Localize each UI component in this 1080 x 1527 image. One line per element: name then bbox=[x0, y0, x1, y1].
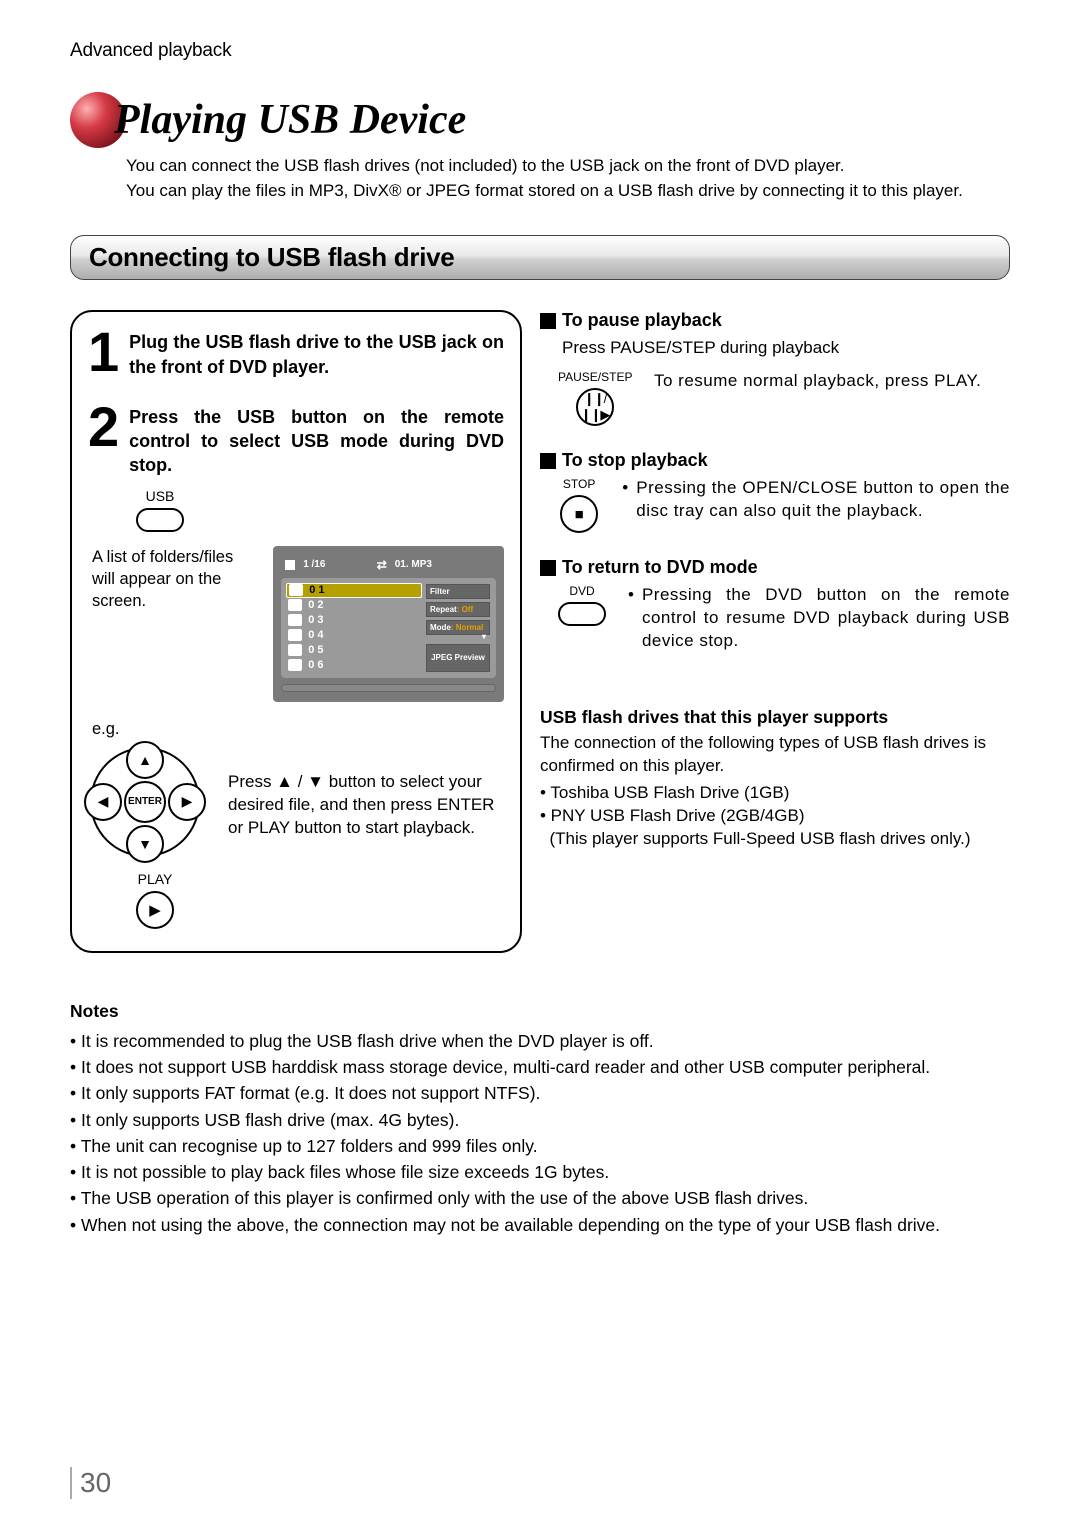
support-body: The connection of the following types of… bbox=[540, 732, 1010, 778]
file-row-3: 0 3 bbox=[286, 613, 422, 628]
square-bullet-icon bbox=[540, 560, 556, 576]
dvd-button-icon bbox=[558, 602, 606, 626]
file-row-6: 0 6 bbox=[286, 658, 422, 673]
repeat-tile: Repeat: Off bbox=[426, 602, 490, 617]
file-label-5: 0 5 bbox=[308, 644, 323, 656]
note-1: It is recommended to plug the USB flash … bbox=[70, 1028, 1010, 1054]
support-item-1: • Toshiba USB Flash Drive (1GB) bbox=[540, 782, 1010, 805]
pause-body: Press PAUSE/STEP during playback bbox=[562, 337, 1010, 360]
screen-nowplaying: 01. MP3 bbox=[395, 559, 432, 570]
stop-label: STOP bbox=[558, 477, 600, 491]
note-5: The unit can recognise up to 127 folders… bbox=[70, 1133, 1010, 1159]
dvd-description: Pressing the DVD button on the remote co… bbox=[642, 584, 1010, 653]
screen-illustration: 1 /16 ⇄ 01. MP3 0 1 0 2 0 3 0 4 0 5 0 6 … bbox=[273, 546, 504, 702]
jpeg-preview-tile: JPEG Preview bbox=[426, 644, 490, 672]
pause-step-icon: ❙❙/❙❙▶ bbox=[576, 388, 614, 426]
intro-line-1: You can connect the USB flash drives (no… bbox=[126, 154, 1010, 179]
file-label-1: 0 1 bbox=[309, 584, 324, 596]
left-arrow-icon: ◀ bbox=[84, 783, 122, 821]
note-icon bbox=[288, 629, 302, 641]
square-bullet-icon bbox=[540, 453, 556, 469]
up-arrow-icon: ▲ bbox=[126, 741, 164, 779]
screen-counter: 1 /16 bbox=[303, 559, 325, 570]
stop-button-icon: ■ bbox=[560, 495, 598, 533]
note-icon bbox=[289, 584, 303, 596]
dvd-button-row: DVD •Pressing the DVD button on the remo… bbox=[558, 584, 1010, 653]
file-label-6: 0 6 bbox=[308, 659, 323, 671]
step-2-text: Press the USB button on the remote contr… bbox=[129, 405, 504, 478]
file-label-4: 0 4 bbox=[308, 629, 323, 641]
enter-button: ENTER bbox=[124, 781, 166, 823]
support-item-2: • PNY USB Flash Drive (2GB/4GB) bbox=[540, 805, 1010, 828]
page-number: 30 bbox=[70, 1467, 111, 1499]
file-row-4: 0 4 bbox=[286, 628, 422, 643]
repeat-icon: ⇄ bbox=[377, 558, 387, 572]
note-icon bbox=[288, 659, 302, 671]
stop-icon bbox=[285, 560, 295, 570]
file-label-3: 0 3 bbox=[308, 614, 323, 626]
stop-description: Pressing the OPEN/CLOSE button to open t… bbox=[636, 477, 1010, 523]
down-arrow-icon: ▼ bbox=[126, 825, 164, 863]
file-row-1: 0 1 bbox=[286, 583, 422, 598]
square-bullet-icon bbox=[540, 313, 556, 329]
breadcrumb: Advanced playback bbox=[70, 40, 1010, 62]
usb-button-label: USB bbox=[128, 488, 192, 504]
playback-info-panel: To pause playback Press PAUSE/STEP durin… bbox=[540, 310, 1010, 952]
dvd-heading-text: To return to DVD mode bbox=[562, 557, 758, 578]
note-icon bbox=[288, 599, 302, 611]
steps-panel: 1 Plug the USB flash drive to the USB ja… bbox=[70, 310, 522, 952]
usb-button-icon bbox=[136, 508, 184, 532]
pause-heading: To pause playback bbox=[540, 310, 1010, 331]
step-2: 2 Press the USB button on the remote con… bbox=[88, 405, 504, 478]
pause-description: To resume normal playback, press PLAY. bbox=[654, 370, 1010, 393]
step-1-number: 1 bbox=[88, 330, 119, 379]
page-title-wrap: Playing USB Device bbox=[70, 92, 1010, 148]
intro-line-2: You can play the files in MP3, DivX® or … bbox=[126, 179, 1010, 204]
eg-label: e.g. bbox=[92, 720, 504, 739]
note-6: It is not possible to play back files wh… bbox=[70, 1159, 1010, 1185]
stop-heading: To stop playback bbox=[540, 450, 1010, 471]
pause-step-label: PAUSE/STEP bbox=[558, 370, 632, 384]
intro-text: You can connect the USB flash drives (no… bbox=[126, 154, 1010, 203]
step-1: 1 Plug the USB flash drive to the USB ja… bbox=[88, 330, 504, 379]
notes-heading: Notes bbox=[70, 1001, 1010, 1022]
screen-scrollbar bbox=[281, 684, 496, 692]
file-row-5: 0 5 bbox=[286, 643, 422, 658]
dvd-label: DVD bbox=[558, 584, 606, 598]
navigation-text: Press ▲ / ▼ button to select your desire… bbox=[228, 771, 504, 840]
page-title: Playing USB Device bbox=[114, 96, 466, 144]
folder-list-text: A list of folders/files will appear on t… bbox=[92, 546, 251, 702]
stop-heading-text: To stop playback bbox=[562, 450, 708, 471]
filter-tile: Filter bbox=[426, 584, 490, 599]
step-1-text: Plug the USB flash drive to the USB jack… bbox=[129, 330, 504, 379]
note-8: When not using the above, the connection… bbox=[70, 1212, 1010, 1238]
mode-tile: Mode: Normal▾ bbox=[426, 620, 490, 635]
note-4: It only supports USB flash drive (max. 4… bbox=[70, 1107, 1010, 1133]
dvd-heading: To return to DVD mode bbox=[540, 557, 1010, 578]
two-column-layout: 1 Plug the USB flash drive to the USB ja… bbox=[70, 310, 1010, 952]
note-icon bbox=[288, 644, 302, 656]
note-icon bbox=[288, 614, 302, 626]
pause-heading-text: To pause playback bbox=[562, 310, 722, 331]
stop-button-row: STOP ■ •Pressing the OPEN/CLOSE button t… bbox=[558, 477, 1010, 533]
navigation-row: ▲ ▼ ◀ ▶ ENTER PLAY ▶ Press ▲ / ▼ button … bbox=[88, 747, 504, 929]
direction-pad: ▲ ▼ ◀ ▶ ENTER bbox=[90, 747, 200, 857]
note-2: It does not support USB harddisk mass st… bbox=[70, 1054, 1010, 1080]
support-item-3: (This player supports Full-Speed USB fla… bbox=[540, 828, 1010, 851]
note-3: It only supports FAT format (e.g. It doe… bbox=[70, 1080, 1010, 1106]
play-button-label: PLAY bbox=[110, 871, 200, 887]
right-arrow-icon: ▶ bbox=[168, 783, 206, 821]
section-header: Connecting to USB flash drive bbox=[70, 235, 1010, 280]
play-button-icon: ▶ bbox=[136, 891, 174, 929]
note-7: The USB operation of this player is conf… bbox=[70, 1185, 1010, 1211]
folder-list-row: A list of folders/files will appear on t… bbox=[88, 546, 504, 702]
file-label-2: 0 2 bbox=[308, 599, 323, 611]
pause-button-row: PAUSE/STEP ❙❙/❙❙▶ To resume normal playb… bbox=[558, 370, 1010, 426]
file-row-2: 0 2 bbox=[286, 598, 422, 613]
step-2-number: 2 bbox=[88, 405, 119, 478]
support-heading: USB flash drives that this player suppor… bbox=[540, 707, 1010, 728]
